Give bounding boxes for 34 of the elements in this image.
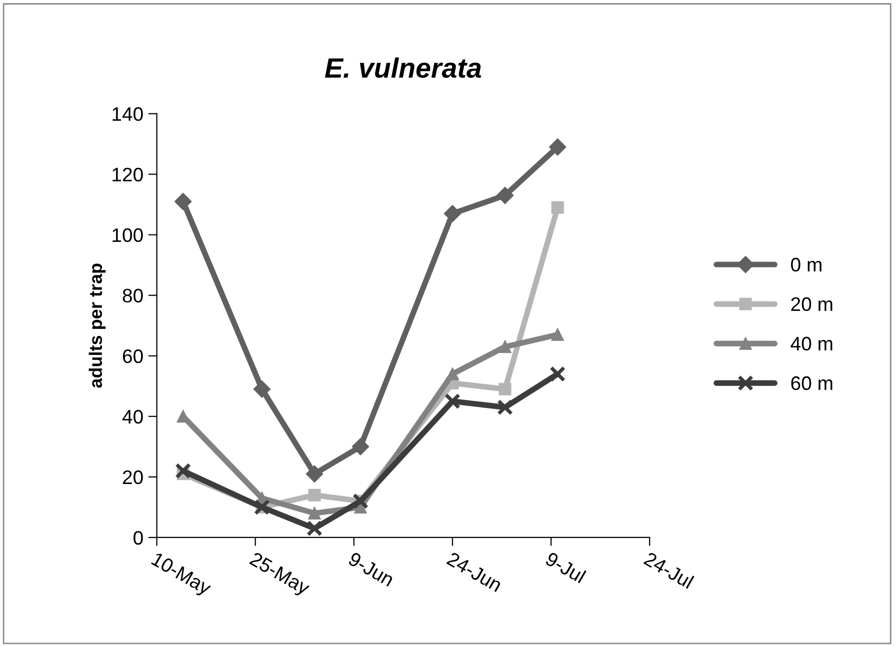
legend-label: 60 m <box>791 376 832 390</box>
y-tick-label: 140 <box>112 107 143 121</box>
point <box>498 382 512 396</box>
point <box>308 488 321 502</box>
y-tick-label: 60 <box>122 349 143 364</box>
legend-label: 20 m <box>791 297 832 312</box>
point <box>174 192 192 210</box>
legend-label: 0 m <box>791 258 822 272</box>
point <box>551 201 564 214</box>
legend-label: 40 m <box>790 336 832 351</box>
y-tick-label: 20 <box>122 470 143 484</box>
x-tick-label: 9-Jul <box>544 551 586 584</box>
y-tick-label: 0 <box>134 530 143 545</box>
point <box>551 328 564 341</box>
y-tick-label: 100 <box>112 228 143 242</box>
y-tick-label: 120 <box>112 168 143 182</box>
point <box>308 507 321 520</box>
point <box>306 520 322 536</box>
point <box>253 380 270 398</box>
y-tick-label: 40 <box>122 410 143 424</box>
point <box>498 340 512 354</box>
point <box>444 393 460 410</box>
point <box>549 138 566 156</box>
point <box>496 186 514 204</box>
point <box>497 399 514 416</box>
point <box>444 205 462 222</box>
point <box>352 438 370 456</box>
point <box>550 366 566 382</box>
chart-title: E. vulnerata <box>324 57 482 78</box>
point <box>446 368 459 380</box>
y-tick-label: 80 <box>122 288 143 303</box>
y-axis-title: adults per trap <box>88 264 106 388</box>
point <box>306 465 324 482</box>
point <box>175 462 192 479</box>
